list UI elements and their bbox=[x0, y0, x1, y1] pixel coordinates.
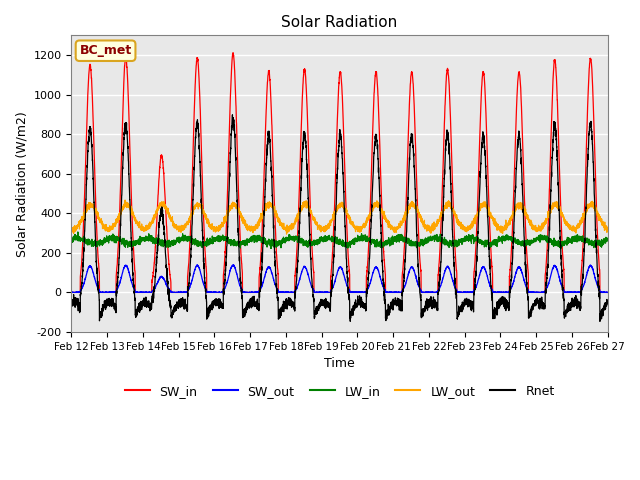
SW_out bbox=[430, 289, 438, 295]
SW_in bbox=[319, 289, 327, 295]
SW_out bbox=[604, 289, 611, 295]
SW_in bbox=[430, 289, 438, 295]
LW_out bbox=[490, 220, 498, 226]
Rnet bbox=[604, 298, 611, 304]
SW_in bbox=[164, 244, 172, 250]
SW_in bbox=[604, 289, 611, 295]
LW_out bbox=[430, 219, 438, 225]
SW_out bbox=[460, 289, 468, 295]
LW_out bbox=[320, 228, 328, 234]
Title: Solar Radiation: Solar Radiation bbox=[282, 15, 397, 30]
SW_out bbox=[68, 289, 76, 295]
LW_out bbox=[164, 211, 172, 216]
SW_in bbox=[490, 289, 498, 295]
SW_out bbox=[164, 284, 172, 290]
Rnet bbox=[430, 300, 438, 306]
LW_in bbox=[604, 238, 611, 244]
LW_in bbox=[460, 238, 467, 244]
Y-axis label: Solar Radiation (W/m2): Solar Radiation (W/m2) bbox=[15, 111, 28, 256]
SW_out bbox=[490, 289, 498, 295]
LW_out bbox=[283, 231, 291, 237]
Rnet bbox=[596, 319, 604, 324]
LW_in bbox=[164, 239, 172, 244]
Rnet bbox=[164, 278, 172, 284]
SW_out bbox=[320, 289, 328, 295]
LW_out bbox=[604, 227, 611, 232]
SW_in bbox=[68, 289, 76, 295]
LW_in bbox=[74, 229, 82, 235]
Line: LW_in: LW_in bbox=[72, 232, 607, 249]
Rnet bbox=[68, 300, 76, 305]
LW_out bbox=[460, 227, 468, 233]
Text: BC_met: BC_met bbox=[79, 44, 132, 57]
LW_in bbox=[319, 237, 327, 242]
Line: LW_out: LW_out bbox=[72, 200, 607, 234]
LW_in bbox=[430, 234, 438, 240]
SW_out bbox=[68, 289, 76, 295]
LW_in bbox=[490, 239, 498, 245]
SW_in bbox=[229, 50, 237, 56]
Line: SW_in: SW_in bbox=[72, 53, 607, 292]
Rnet bbox=[228, 112, 236, 118]
SW_out bbox=[229, 262, 237, 267]
Rnet bbox=[319, 303, 327, 309]
LW_out bbox=[604, 227, 611, 232]
SW_in bbox=[603, 289, 611, 295]
Rnet bbox=[460, 303, 467, 309]
SW_in bbox=[460, 289, 467, 295]
Rnet bbox=[490, 311, 498, 316]
Line: Rnet: Rnet bbox=[72, 115, 607, 322]
Rnet bbox=[604, 300, 611, 306]
Legend: SW_in, SW_out, LW_in, LW_out, Rnet: SW_in, SW_out, LW_in, LW_out, Rnet bbox=[120, 380, 559, 403]
SW_out bbox=[604, 289, 611, 295]
Line: SW_out: SW_out bbox=[72, 264, 607, 292]
LW_in bbox=[557, 246, 564, 252]
X-axis label: Time: Time bbox=[324, 357, 355, 370]
LW_in bbox=[604, 235, 611, 241]
LW_out bbox=[121, 197, 129, 203]
LW_in bbox=[68, 237, 76, 243]
LW_out bbox=[68, 226, 76, 231]
